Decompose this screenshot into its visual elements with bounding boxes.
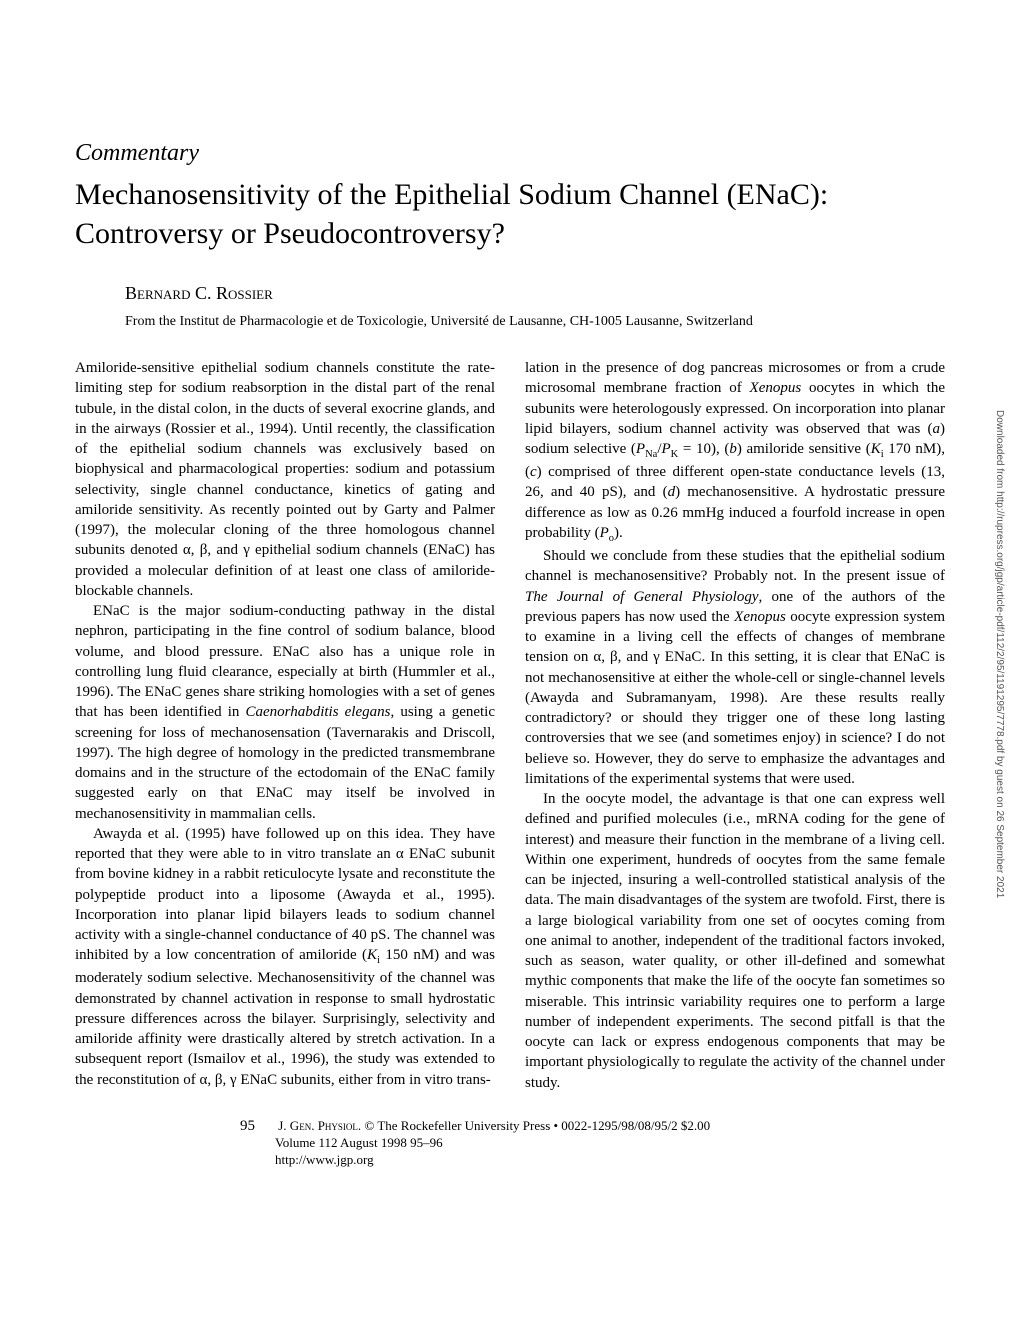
volume-line: Volume 112 August 1998 95–96: [275, 1135, 443, 1150]
author-affiliation: From the Institut de Pharmacologie et de…: [125, 314, 945, 330]
body-paragraph: Awayda et al. (1995) have followed up on…: [75, 824, 495, 1090]
commentary-label: Commentary: [75, 140, 945, 167]
left-column: Amiloride-sensitive epithelial sodium ch…: [75, 358, 495, 1093]
body-paragraph: ENaC is the major sodium-conducting path…: [75, 601, 495, 824]
download-watermark: Downloaded from http://rupress.org/jgp/a…: [994, 410, 1005, 898]
author-name: Bernard C. Rossier: [125, 283, 945, 304]
body-paragraph: In the oocyte model, the advantage is th…: [525, 789, 945, 1093]
body-paragraph: lation in the presence of dog pancreas m…: [525, 358, 945, 546]
page-number: 95: [240, 1118, 255, 1135]
body-paragraph: Amiloride-sensitive epithelial sodium ch…: [75, 358, 495, 601]
body-columns: Amiloride-sensitive epithelial sodium ch…: [75, 358, 945, 1093]
page-footer: 95 J. Gen. Physiol. © The Rockefeller Un…: [240, 1118, 945, 1169]
journal-line: J. Gen. Physiol. © The Rockefeller Unive…: [278, 1118, 710, 1133]
body-paragraph: Should we conclude from these studies th…: [525, 546, 945, 789]
right-column: lation in the presence of dog pancreas m…: [525, 358, 945, 1093]
url-line: http://www.jgp.org: [275, 1152, 374, 1167]
article-title: Mechanosensitivity of the Epithelial Sod…: [75, 175, 945, 253]
